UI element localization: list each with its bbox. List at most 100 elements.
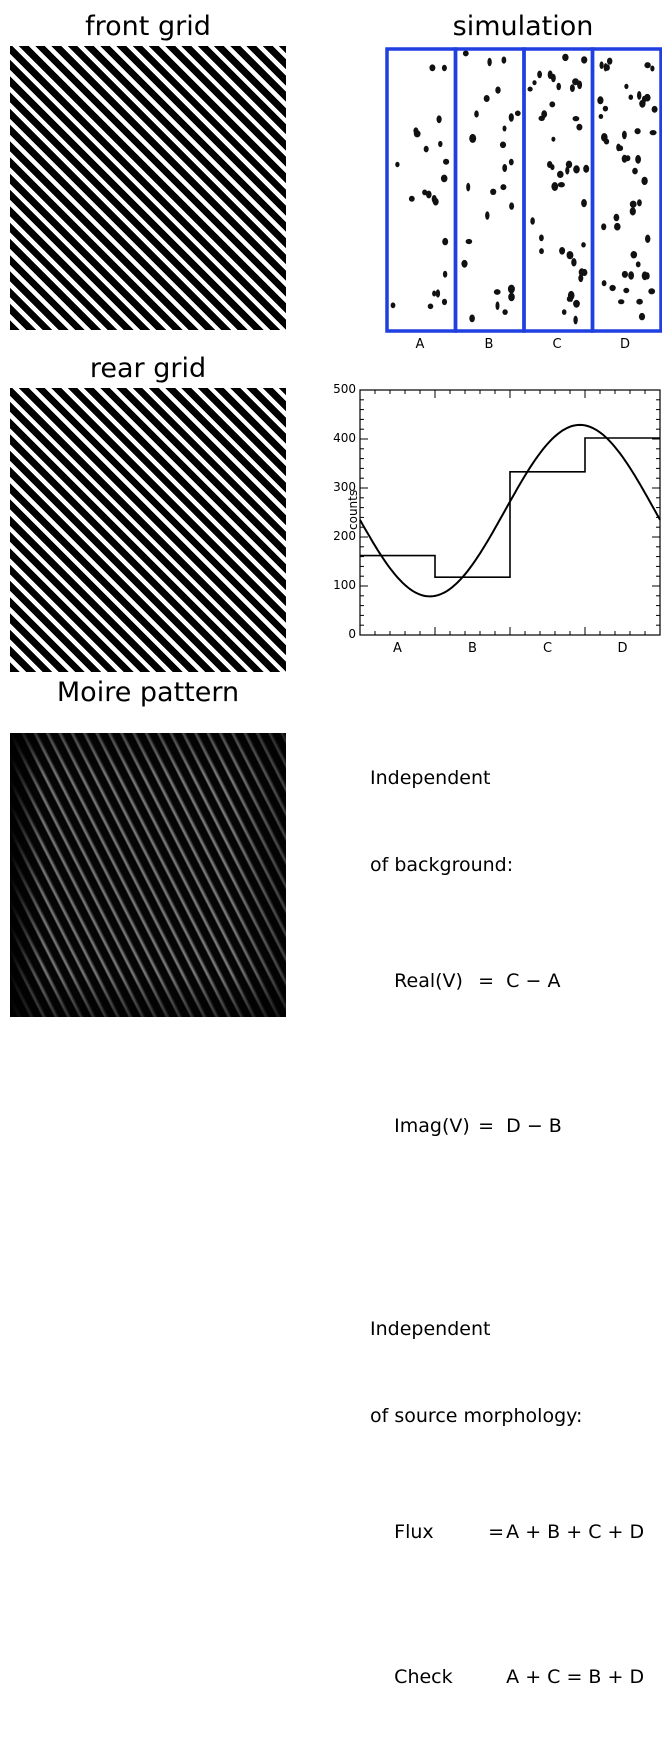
simulation-dot [636, 298, 643, 305]
simulation-dot [601, 223, 607, 231]
simulation-dot [508, 292, 515, 302]
y-tick-label: 0 [348, 627, 356, 641]
simulation-dot [432, 290, 437, 297]
simulation-dot [500, 184, 507, 191]
simulation-dot [581, 242, 586, 248]
simulation-dot [495, 301, 500, 310]
simulation-dot [539, 248, 544, 255]
simulation-dot [613, 213, 620, 222]
simulation-column-a [385, 47, 458, 333]
simulation-dot [565, 160, 573, 169]
front-grid-title: front grid [85, 11, 211, 42]
simulation-dot [624, 83, 629, 90]
simulation-dot [644, 93, 651, 102]
simulation-dot [569, 84, 575, 92]
simulation-column-d [590, 47, 662, 333]
simulation-dot [508, 158, 514, 166]
simulation-dot [635, 261, 641, 268]
x-tick-label: D [617, 641, 628, 656]
simulation-dot [461, 259, 468, 268]
sim-label-a: A [415, 337, 425, 352]
check-formula: Check A + C = B + D [370, 1634, 644, 1721]
simulation-dot [604, 64, 610, 71]
simulation-dot [474, 110, 479, 118]
simulation-title: simulation [452, 11, 594, 42]
sim-label-b: B [484, 337, 494, 352]
simulation-dot [413, 127, 419, 134]
simulation-dot [502, 309, 508, 315]
simulation-dot [547, 161, 553, 168]
simulation-dot [493, 289, 501, 295]
simulation-dot [561, 309, 567, 315]
real-eq: = [478, 970, 495, 992]
simulation-dot [462, 50, 469, 57]
simulation-dot [435, 289, 441, 298]
simulation-dot [530, 217, 535, 225]
simulation-column-c [522, 47, 595, 333]
simulation-dot [629, 207, 636, 216]
background-heading-line2: of background: [370, 854, 514, 876]
imag-rhs: D − B [506, 1115, 562, 1137]
simulation-dot [502, 125, 507, 132]
simulation-dot [423, 145, 429, 153]
simulation-dot [440, 174, 448, 183]
simulation-dot [572, 116, 580, 122]
simulation-dot [443, 158, 450, 165]
simulation-dot [422, 189, 428, 196]
flux-rhs: A + B + C + D [506, 1521, 645, 1543]
simulation-dot [557, 170, 564, 178]
y-tick-label: 300 [333, 480, 356, 494]
simulation-dot [650, 65, 655, 72]
simulation-dot [565, 166, 570, 175]
rear-grid-image [10, 388, 286, 672]
simulation-dot [581, 56, 588, 64]
flux-formula: Flux = A + B + C + D [370, 1489, 644, 1576]
moire-pattern-image [10, 733, 286, 1017]
simulation-dot [632, 167, 638, 175]
simulation-dot [499, 141, 507, 149]
simulation-dot [639, 99, 646, 108]
moire-vignette [10, 733, 286, 1017]
simulation-dot [635, 154, 641, 164]
simulation-dot [602, 105, 609, 112]
simulation-dot [607, 57, 613, 65]
simulation-dot [541, 110, 548, 118]
simulation-dot [537, 70, 542, 79]
simulation-dot [637, 91, 642, 100]
sim-label-c: C [552, 337, 562, 352]
sim-label-d: D [619, 337, 630, 352]
simulation-dot [562, 53, 569, 62]
simulation-dot [638, 312, 646, 321]
simulation-dot [628, 271, 634, 280]
simulation-dot [501, 56, 507, 64]
morphology-heading-line2: of source morphology: [370, 1405, 583, 1427]
simulation-dot [551, 182, 559, 191]
simulation-dot [581, 199, 587, 208]
simulation-dot [597, 96, 604, 105]
sine-fit-line [359, 423, 661, 598]
simulation-dot [539, 234, 544, 242]
simulation-dot [432, 197, 439, 206]
morphology-heading-line1: Independent [370, 1318, 491, 1340]
moire-title: Moire pattern [56, 677, 240, 708]
rear-grid-title: rear grid [89, 353, 207, 384]
y-tick-label: 400 [333, 431, 356, 445]
simulation-dot [495, 86, 501, 94]
simulation-dot [573, 165, 580, 174]
simulation-dot [571, 258, 577, 267]
simulation-dot [557, 182, 565, 188]
simulation-dot [617, 145, 624, 151]
simulation-dot [426, 190, 432, 199]
simulation-dot [622, 130, 627, 140]
simulation-dot [395, 161, 400, 168]
check-lhs: Check [394, 1666, 453, 1688]
imag-eq: = [478, 1115, 495, 1137]
simulation-dot [598, 114, 604, 119]
simulation-dot [487, 57, 492, 67]
simulation-dot [507, 284, 515, 294]
simulation-dot [576, 123, 583, 131]
simulation-dot [572, 78, 579, 86]
x-tick-label: A [393, 641, 402, 656]
simulation-dot [466, 182, 471, 192]
real-formula: Real(V) = C − A [370, 938, 644, 1025]
